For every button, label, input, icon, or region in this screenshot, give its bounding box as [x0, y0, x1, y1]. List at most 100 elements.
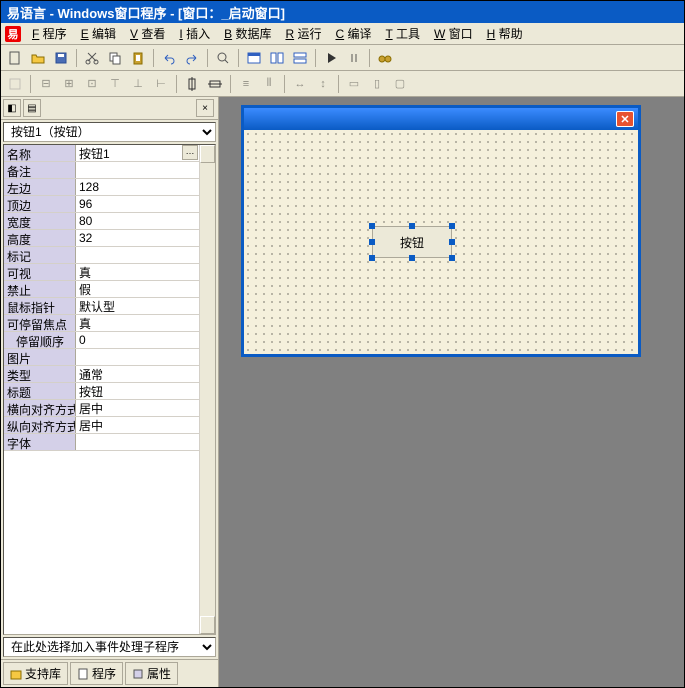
menu-c[interactable]: C 编译 — [332, 24, 374, 43]
prop-row[interactable]: 停留顺序0 — [4, 332, 199, 349]
prop-value[interactable]: 居中 — [76, 400, 199, 416]
prop-name: 宽度 — [4, 213, 76, 229]
menu-b[interactable]: B 数据库 — [221, 24, 274, 43]
prop-name: 禁止 — [4, 281, 76, 297]
prop-row[interactable]: 可视真 — [4, 264, 199, 281]
prop-row[interactable]: 顶边96 — [4, 196, 199, 213]
form-body[interactable]: 按钮 — [244, 130, 638, 354]
close-icon[interactable]: ✕ — [616, 111, 634, 127]
copy-icon[interactable] — [105, 48, 125, 68]
save-icon[interactable] — [51, 48, 71, 68]
paste-icon[interactable] — [128, 48, 148, 68]
center-v-icon[interactable] — [205, 74, 225, 94]
resize-handle[interactable] — [449, 239, 455, 245]
resize-handle[interactable] — [369, 223, 375, 229]
prop-value[interactable]: 真 — [76, 315, 199, 331]
prop-row[interactable]: 备注 — [4, 162, 199, 179]
prop-row[interactable]: 禁止假 — [4, 281, 199, 298]
prop-row[interactable]: 字体 — [4, 434, 199, 451]
panel-close-icon[interactable]: × — [196, 99, 214, 117]
menu-i[interactable]: I 插入 — [176, 24, 213, 43]
design-button[interactable]: 按钮 — [372, 226, 452, 258]
resize-handle[interactable] — [369, 255, 375, 261]
prop-name: 名称 — [4, 145, 76, 161]
prop-row[interactable]: 鼠标指针默认型 — [4, 298, 199, 315]
form-window[interactable]: ✕ 按钮 — [241, 105, 641, 357]
menu-h[interactable]: H 帮助 — [484, 24, 526, 43]
window2-icon[interactable] — [267, 48, 287, 68]
bottom-tabs: 支持库 程序 属性 — [1, 659, 218, 687]
center-h-icon[interactable] — [182, 74, 202, 94]
prop-value[interactable]: 默认型 — [76, 298, 199, 314]
form-titlebar[interactable]: ✕ — [244, 108, 638, 130]
prop-value[interactable]: 按钮1… — [76, 145, 199, 161]
prop-row[interactable]: 宽度80 — [4, 213, 199, 230]
menu-f[interactable]: F 程序 — [29, 24, 70, 43]
tab-program[interactable]: 程序 — [70, 662, 123, 685]
prop-row[interactable]: 标记 — [4, 247, 199, 264]
open-icon[interactable] — [28, 48, 48, 68]
prop-row[interactable]: 纵向对齐方式居中 — [4, 417, 199, 434]
menu-e[interactable]: E 编辑 — [78, 24, 119, 43]
prop-value[interactable] — [76, 349, 199, 365]
run-icon[interactable] — [321, 48, 341, 68]
prop-row[interactable]: 类型通常 — [4, 366, 199, 383]
prop-value[interactable] — [76, 434, 199, 450]
menu-r[interactable]: R 运行 — [282, 24, 324, 43]
resize-handle[interactable] — [449, 255, 455, 261]
new-icon[interactable] — [5, 48, 25, 68]
size1-icon: ↔ — [290, 74, 310, 94]
prop-value[interactable]: 80 — [76, 213, 199, 229]
tab-support-lib[interactable]: 支持库 — [3, 662, 68, 685]
design-area[interactable]: ✕ 按钮 — [219, 97, 684, 687]
resize-handle[interactable] — [449, 223, 455, 229]
prop-value[interactable]: 32 — [76, 230, 199, 246]
prop-value[interactable]: 0 — [76, 332, 199, 348]
prop-name: 纵向对齐方式 — [4, 417, 76, 433]
property-scrollbar[interactable] — [199, 145, 215, 634]
prop-name: 图片 — [4, 349, 76, 365]
prop-value[interactable]: 96 — [76, 196, 199, 212]
event-selector[interactable]: 在此处选择加入事件处理子程序 — [3, 637, 216, 657]
panel-btn1-icon[interactable]: ◧ — [3, 99, 21, 117]
find-icon[interactable] — [213, 48, 233, 68]
ellipsis-button[interactable]: … — [182, 145, 198, 160]
object-selector[interactable]: 按钮1（按钮） — [3, 122, 216, 142]
resize-handle[interactable] — [409, 223, 415, 229]
align1-icon — [5, 74, 25, 94]
resize-handle[interactable] — [409, 255, 415, 261]
pause-icon — [344, 48, 364, 68]
prop-row[interactable]: 横向对齐方式居中 — [4, 400, 199, 417]
panel-btn2-icon[interactable]: ▤ — [23, 99, 41, 117]
undo-icon[interactable] — [159, 48, 179, 68]
prop-row[interactable]: 图片 — [4, 349, 199, 366]
redo-icon[interactable] — [182, 48, 202, 68]
resize-handle[interactable] — [369, 239, 375, 245]
prop-row[interactable]: 名称按钮1… — [4, 145, 199, 162]
prop-value[interactable]: 真 — [76, 264, 199, 280]
menu-w[interactable]: W 窗口 — [431, 24, 476, 43]
align-bottom-icon: ⊢ — [151, 74, 171, 94]
property-grid: 名称按钮1…备注左边128顶边96宽度80高度32标记可视真禁止假鼠标指针默认型… — [3, 144, 216, 635]
prop-row[interactable]: 左边128 — [4, 179, 199, 196]
prop-row[interactable]: 标题按钮 — [4, 383, 199, 400]
prop-value[interactable] — [76, 247, 199, 263]
prop-name: 字体 — [4, 434, 76, 450]
prop-value[interactable]: 128 — [76, 179, 199, 195]
menu-t[interactable]: T 工具 — [382, 24, 422, 43]
prop-value[interactable]: 按钮 — [76, 383, 199, 399]
prop-row[interactable]: 可停留焦点真 — [4, 315, 199, 332]
binoculars-icon[interactable] — [375, 48, 395, 68]
prop-value[interactable] — [76, 162, 199, 178]
prop-value[interactable]: 假 — [76, 281, 199, 297]
prop-value[interactable]: 居中 — [76, 417, 199, 433]
window3-icon[interactable] — [290, 48, 310, 68]
prop-name: 备注 — [4, 162, 76, 178]
tab-properties[interactable]: 属性 — [125, 662, 178, 685]
menu-v[interactable]: V 查看 — [127, 24, 168, 43]
cut-icon[interactable] — [82, 48, 102, 68]
prop-row[interactable]: 高度32 — [4, 230, 199, 247]
window1-icon[interactable] — [244, 48, 264, 68]
prop-value[interactable]: 通常 — [76, 366, 199, 382]
align-middle-icon: ⊥ — [128, 74, 148, 94]
